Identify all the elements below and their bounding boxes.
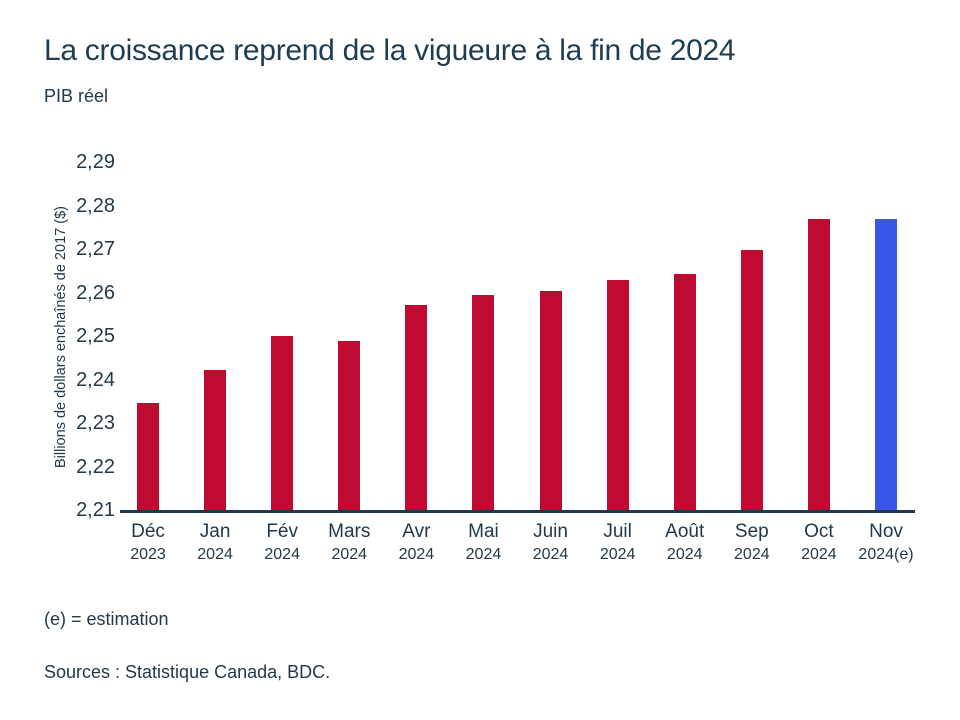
x-tick-label: Jan 2024 — [170, 520, 260, 566]
y-tick-label: 2,23 — [76, 412, 115, 434]
chart-subtitle: PIB réel — [44, 86, 109, 106]
bar — [338, 340, 361, 510]
x-tick-year: 2024 — [734, 546, 770, 563]
x-tick-label: Juin 2024 — [506, 520, 596, 566]
x-tick-month: Déc — [131, 521, 165, 542]
x-tick-year: 2024(e) — [858, 546, 914, 563]
x-tick-label: Déc 2023 — [103, 520, 193, 566]
x-tick-year: 2024 — [264, 546, 300, 563]
x-tick-year: 2024 — [532, 546, 569, 563]
estimation-note: (e) = estimation — [44, 609, 169, 629]
y-tick-label: 2,25 — [76, 325, 115, 347]
x-tick-month: Juil — [603, 521, 632, 542]
x-tick-year: 2023 — [130, 546, 166, 563]
chart-title: La croissance reprend de la vigueure à l… — [44, 34, 736, 67]
bar — [271, 336, 294, 510]
x-tick-month: Avr — [402, 521, 431, 542]
bar — [807, 219, 830, 510]
x-tick-label: Nov 2024(e) — [841, 520, 931, 566]
y-tick-label: 2,27 — [76, 238, 115, 260]
bar — [204, 369, 227, 510]
bar — [137, 403, 159, 510]
x-tick-label: Mars 2024 — [304, 520, 394, 566]
bar — [606, 280, 629, 510]
x-tick-label: Avr 2024 — [371, 520, 461, 566]
sources-note: Sources : Statistique Canada, BDC. — [44, 662, 331, 682]
x-tick-year: 2024 — [398, 546, 435, 563]
x-tick-label: Fév 2024 — [237, 520, 327, 566]
bar — [405, 304, 428, 510]
x-tick-month: Sep — [734, 521, 769, 542]
bar-estimate — [875, 219, 897, 510]
x-tick-month: Oct — [804, 521, 834, 542]
x-tick-month: Nov — [869, 521, 903, 542]
y-tick-label: 2,21 — [76, 499, 115, 521]
y-tick-label: 2,26 — [76, 281, 115, 304]
y-tick-label: 2,24 — [76, 368, 115, 391]
x-tick-year: 2024 — [465, 546, 502, 563]
x-tick-month: Jan — [199, 521, 231, 542]
y-tick-label: 2,22 — [76, 455, 115, 478]
x-tick-label: Juil 2024 — [573, 520, 663, 566]
x-tick-year: 2024 — [197, 546, 233, 563]
x-tick-month: Mars — [328, 521, 371, 542]
x-tick-month: Mai — [468, 521, 499, 542]
x-tick-year: 2024 — [331, 546, 368, 563]
x-tick-label: Oct 2024 — [774, 520, 864, 566]
x-tick-year: 2024 — [801, 546, 837, 563]
x-tick-year: 2024 — [599, 546, 636, 563]
y-tick-label: 2,28 — [76, 194, 115, 217]
bar — [740, 250, 763, 510]
x-tick-label: Mai 2024 — [438, 520, 528, 566]
bar — [539, 290, 562, 510]
bar — [472, 294, 495, 510]
x-tick-year: 2024 — [666, 546, 703, 563]
x-tick-month: Juin — [533, 521, 568, 542]
x-tick-month: Fév — [266, 521, 299, 542]
x-tick-label: Août 2024 — [640, 520, 730, 566]
bar — [673, 273, 696, 510]
plot-area — [120, 162, 915, 513]
x-tick-label: Sep 2024 — [707, 520, 797, 566]
y-tick-label: 2,29 — [76, 151, 115, 173]
x-tick-month: Août — [665, 521, 705, 542]
